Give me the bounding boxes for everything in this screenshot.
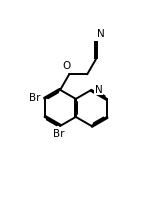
Text: N: N	[95, 85, 103, 95]
Text: Br: Br	[29, 93, 41, 103]
Text: N: N	[97, 29, 105, 39]
Text: O: O	[63, 61, 71, 72]
Text: Br: Br	[53, 129, 64, 139]
